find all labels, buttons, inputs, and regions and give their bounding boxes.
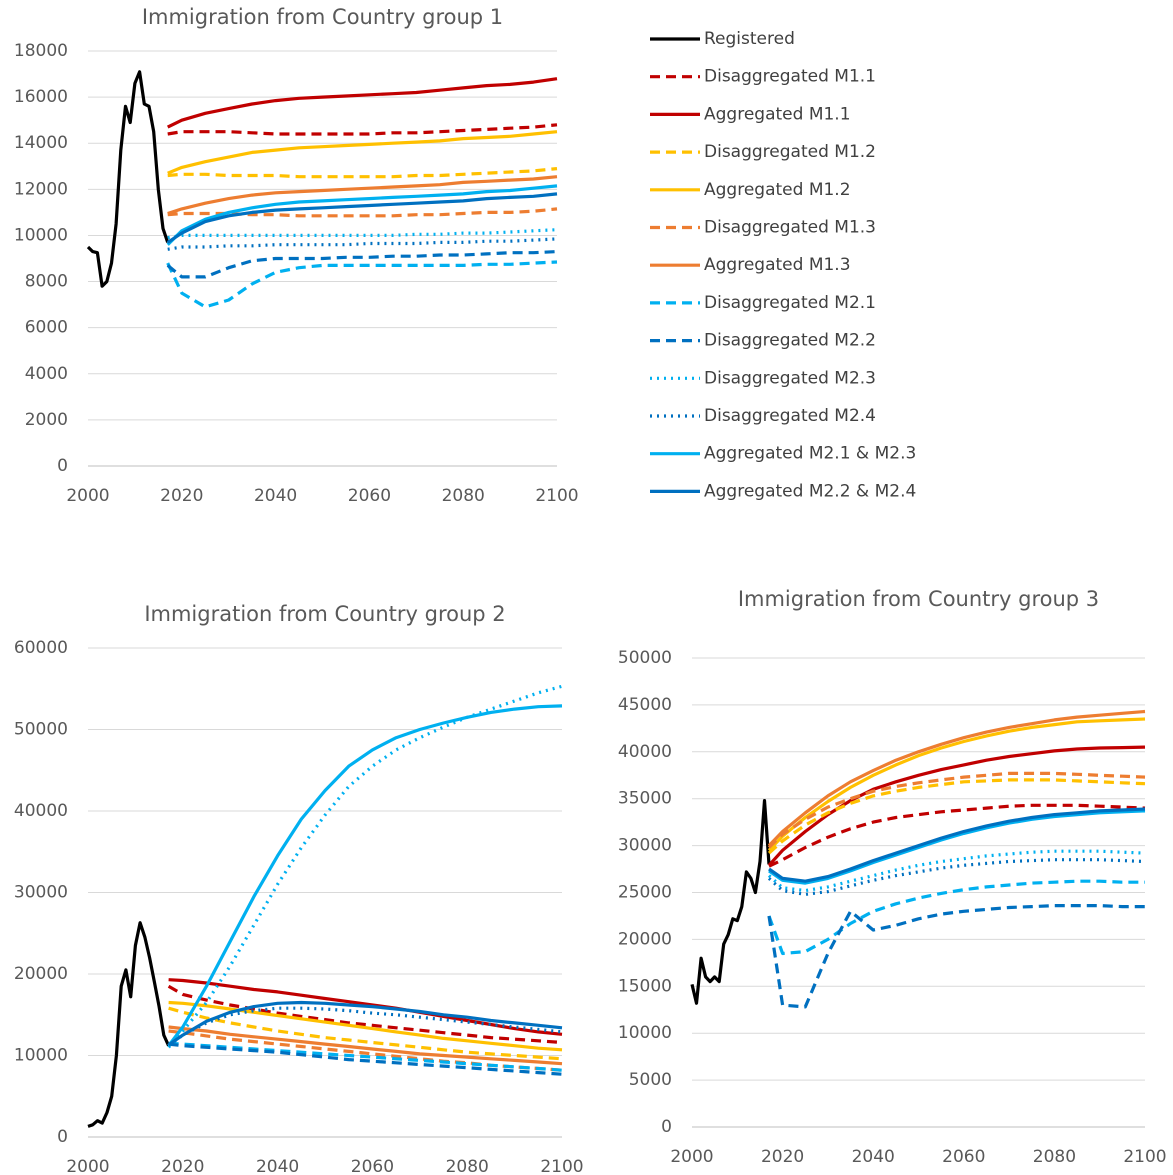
- x-tick-label: 2100: [1123, 1147, 1166, 1167]
- y-tick-label: 10000: [14, 1046, 68, 1066]
- y-tick-label: 40000: [14, 801, 68, 821]
- x-tick-label: 2060: [351, 1157, 394, 1175]
- series-line: [167, 130, 558, 175]
- series-line: [166, 77, 558, 129]
- legend-label: Disaggregated M2.1: [704, 293, 876, 313]
- y-tick-label: 10000: [14, 225, 68, 245]
- y-tick-label: 40000: [618, 742, 672, 762]
- y-tick-label: 20000: [618, 929, 672, 949]
- series-line: [167, 237, 558, 251]
- series-line: [166, 184, 558, 246]
- series-line: [768, 803, 1146, 868]
- y-tick-label: 2000: [25, 410, 68, 430]
- x-tick-label: 2080: [442, 486, 485, 506]
- y-tick-label: 15000: [618, 976, 672, 996]
- legend-label: Registered: [704, 29, 795, 49]
- series-line: [767, 709, 1146, 847]
- series-line: [767, 904, 1145, 1009]
- series-line: [768, 807, 1146, 883]
- series-line: [168, 1006, 563, 1061]
- y-tick-label: 30000: [618, 836, 672, 856]
- series-line: [767, 849, 1146, 893]
- series-line: [767, 771, 1146, 849]
- legend-label: Disaggregated M2.2: [704, 331, 876, 351]
- series-line: [168, 1041, 563, 1072]
- series-line: [167, 123, 558, 136]
- y-tick-label: 8000: [25, 272, 68, 292]
- series-line: [768, 809, 1146, 885]
- y-tick-label: 0: [661, 1117, 672, 1137]
- chart-title: Immigration from Country group 1: [142, 5, 503, 29]
- y-tick-label: 16000: [14, 87, 68, 107]
- series-line: [767, 717, 1146, 852]
- y-tick-label: 5000: [629, 1070, 672, 1090]
- y-tick-label: 50000: [618, 648, 672, 668]
- x-tick-label: 2040: [254, 486, 297, 506]
- x-tick-label: 2020: [761, 1147, 804, 1167]
- series-line: [87, 921, 171, 1128]
- chart-title: Immigration from Country group 3: [738, 587, 1099, 611]
- series-line: [167, 704, 563, 1047]
- legend-label: Disaggregated M1.3: [704, 218, 876, 238]
- y-tick-label: 18000: [14, 41, 68, 61]
- y-tick-label: 12000: [14, 179, 68, 199]
- series-line: [167, 175, 558, 216]
- y-tick-label: 35000: [618, 789, 672, 809]
- x-tick-label: 2000: [66, 1157, 109, 1175]
- legend-label: Aggregated M2.2 & M2.4: [704, 481, 916, 501]
- x-tick-label: 2080: [1033, 1147, 1076, 1167]
- series-line: [168, 1025, 563, 1066]
- y-tick-label: 14000: [14, 133, 68, 153]
- x-tick-label: 2080: [446, 1157, 489, 1175]
- series-line: [167, 228, 558, 240]
- x-tick-label: 2040: [256, 1157, 299, 1175]
- series-line: [166, 192, 558, 244]
- x-tick-label: 2000: [66, 486, 109, 506]
- y-tick-label: 50000: [14, 720, 68, 740]
- legend-label: Aggregated M1.2: [704, 180, 851, 200]
- x-tick-label: 2060: [348, 486, 391, 506]
- series-line: [168, 1000, 563, 1052]
- series-line: [167, 167, 558, 179]
- y-tick-label: 30000: [14, 883, 68, 903]
- x-tick-label: 2020: [160, 486, 203, 506]
- y-tick-label: 10000: [618, 1023, 672, 1043]
- y-tick-label: 45000: [618, 695, 672, 715]
- y-tick-label: 20000: [14, 964, 68, 984]
- series-line: [168, 1042, 563, 1076]
- x-tick-label: 2000: [670, 1147, 713, 1167]
- series-line: [166, 250, 558, 279]
- x-tick-label: 2040: [852, 1147, 895, 1167]
- series-line: [166, 260, 558, 309]
- legend-label: Aggregated M1.3: [704, 255, 851, 275]
- y-tick-label: 6000: [25, 318, 68, 338]
- y-tick-label: 0: [57, 456, 68, 476]
- legend-label: Disaggregated M1.1: [704, 67, 876, 87]
- x-tick-label: 2100: [540, 1157, 583, 1175]
- series-line: [767, 879, 1145, 956]
- y-tick-label: 25000: [618, 883, 672, 903]
- x-tick-label: 2100: [535, 486, 578, 506]
- y-tick-label: 4000: [25, 364, 68, 384]
- legend-label: Disaggregated M1.2: [704, 142, 876, 162]
- legend-label: Disaggregated M2.3: [704, 368, 876, 388]
- y-tick-label: 60000: [14, 638, 68, 658]
- x-tick-label: 2060: [942, 1147, 985, 1167]
- series-line: [767, 745, 1146, 867]
- series-line: [86, 70, 170, 288]
- series-line: [168, 978, 563, 1036]
- legend-label: Disaggregated M2.4: [704, 406, 876, 426]
- legend-label: Aggregated M2.1 & M2.3: [704, 444, 916, 464]
- x-tick-label: 2020: [161, 1157, 204, 1175]
- series-line: [690, 799, 771, 1005]
- y-tick-label: 0: [57, 1127, 68, 1147]
- series-line: [767, 778, 1146, 855]
- legend-label: Aggregated M1.1: [704, 104, 851, 124]
- series-line: [167, 1000, 563, 1047]
- series-line: [167, 684, 563, 1049]
- series-line: [167, 984, 563, 1045]
- chart-title: Immigration from Country group 2: [144, 602, 505, 626]
